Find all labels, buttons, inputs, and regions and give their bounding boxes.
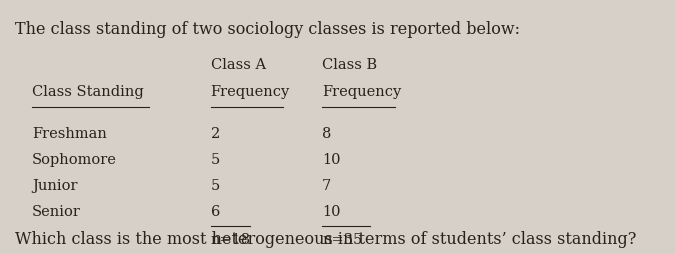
Text: Class B: Class B bbox=[322, 58, 377, 72]
Text: Junior: Junior bbox=[32, 178, 78, 192]
Text: 5: 5 bbox=[211, 178, 220, 192]
Text: 10: 10 bbox=[322, 204, 341, 218]
Text: Class A: Class A bbox=[211, 58, 266, 72]
Text: Freshman: Freshman bbox=[32, 127, 107, 141]
Text: 2: 2 bbox=[211, 127, 220, 141]
Text: 6: 6 bbox=[211, 204, 220, 218]
Text: Class Standing: Class Standing bbox=[32, 85, 144, 99]
Text: 8: 8 bbox=[322, 127, 331, 141]
Text: n=18: n=18 bbox=[211, 232, 250, 246]
Text: Sophomore: Sophomore bbox=[32, 153, 117, 167]
Text: The class standing of two sociology classes is reported below:: The class standing of two sociology clas… bbox=[16, 21, 520, 38]
Text: 10: 10 bbox=[322, 153, 341, 167]
Text: 7: 7 bbox=[322, 178, 331, 192]
Text: Frequency: Frequency bbox=[322, 85, 402, 99]
Text: Senior: Senior bbox=[32, 204, 81, 218]
Text: Which class is the most heterogeneous in terms of students’ class standing?: Which class is the most heterogeneous in… bbox=[16, 230, 637, 247]
Text: n=35: n=35 bbox=[322, 232, 362, 246]
Text: Frequency: Frequency bbox=[211, 85, 290, 99]
Text: 5: 5 bbox=[211, 153, 220, 167]
